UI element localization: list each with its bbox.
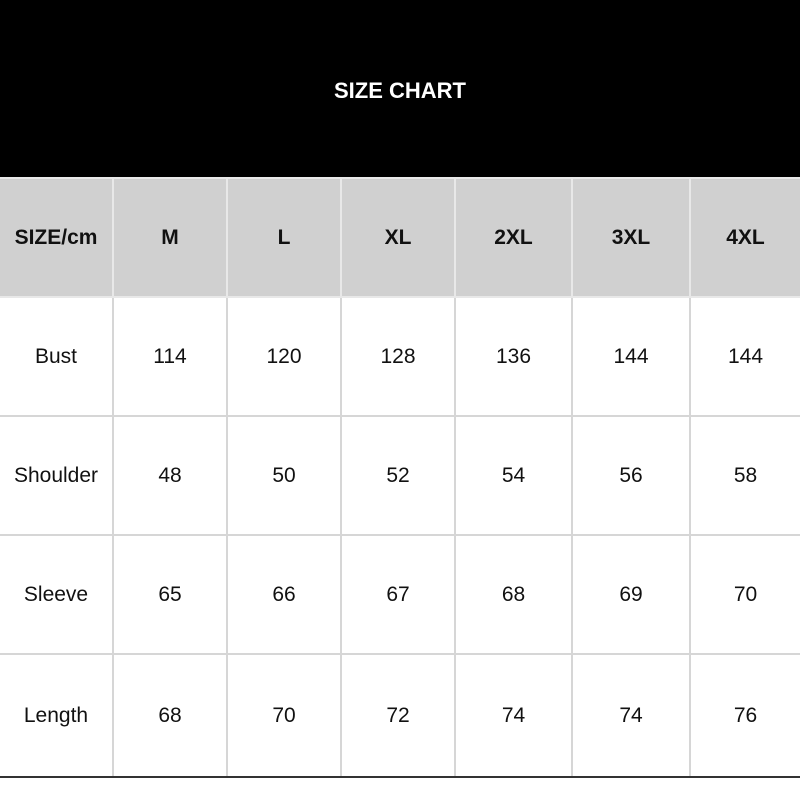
row-label: Sleeve (0, 534, 114, 655)
table-cell: 70 (226, 653, 342, 778)
table-cell: 52 (340, 415, 456, 536)
table-row: Bust 114 120 128 136 144 144 (0, 296, 800, 417)
row-label: Bust (0, 296, 114, 417)
title-banner: SIZE CHART (0, 0, 800, 177)
table-row: Sleeve 65 66 67 68 69 70 (0, 534, 800, 655)
table-cell: 65 (112, 534, 228, 655)
table-row: Length 68 70 72 74 74 76 (0, 653, 800, 778)
table-cell: 66 (226, 534, 342, 655)
table-cell: 114 (112, 296, 228, 417)
header-row: SIZE/cm M L XL 2XL 3XL 4XL (0, 177, 800, 298)
table-cell: 68 (454, 534, 573, 655)
header-cell: L (226, 177, 342, 298)
table-cell: 120 (226, 296, 342, 417)
table-cell: 144 (571, 296, 691, 417)
table-cell: 74 (571, 653, 691, 778)
table-cell: 76 (689, 653, 800, 778)
table-cell: 128 (340, 296, 456, 417)
row-label: Length (0, 653, 114, 778)
table-cell: 67 (340, 534, 456, 655)
table-cell: 58 (689, 415, 800, 536)
header-cell: M (112, 177, 228, 298)
table-cell: 48 (112, 415, 228, 536)
table-cell: 50 (226, 415, 342, 536)
table-cell: 56 (571, 415, 691, 536)
table-cell: 70 (689, 534, 800, 655)
header-cell: SIZE/cm (0, 177, 114, 298)
page-title: SIZE CHART (334, 77, 466, 103)
table-cell: 72 (340, 653, 456, 778)
header-cell: 2XL (454, 177, 573, 298)
header-cell: 4XL (689, 177, 800, 298)
table-cell: 144 (689, 296, 800, 417)
size-chart-table: SIZE/cm M L XL 2XL 3XL 4XL Bust 114 120 128… (0, 177, 800, 778)
table-cell: 74 (454, 653, 573, 778)
table-cell: 68 (112, 653, 228, 778)
table-cell: 69 (571, 534, 691, 655)
table-cell: 136 (454, 296, 573, 417)
row-label: Shoulder (0, 415, 114, 536)
header-cell: 3XL (571, 177, 691, 298)
table-row: Shoulder 48 50 52 54 56 58 (0, 415, 800, 536)
table-cell: 54 (454, 415, 573, 536)
header-cell: XL (340, 177, 456, 298)
